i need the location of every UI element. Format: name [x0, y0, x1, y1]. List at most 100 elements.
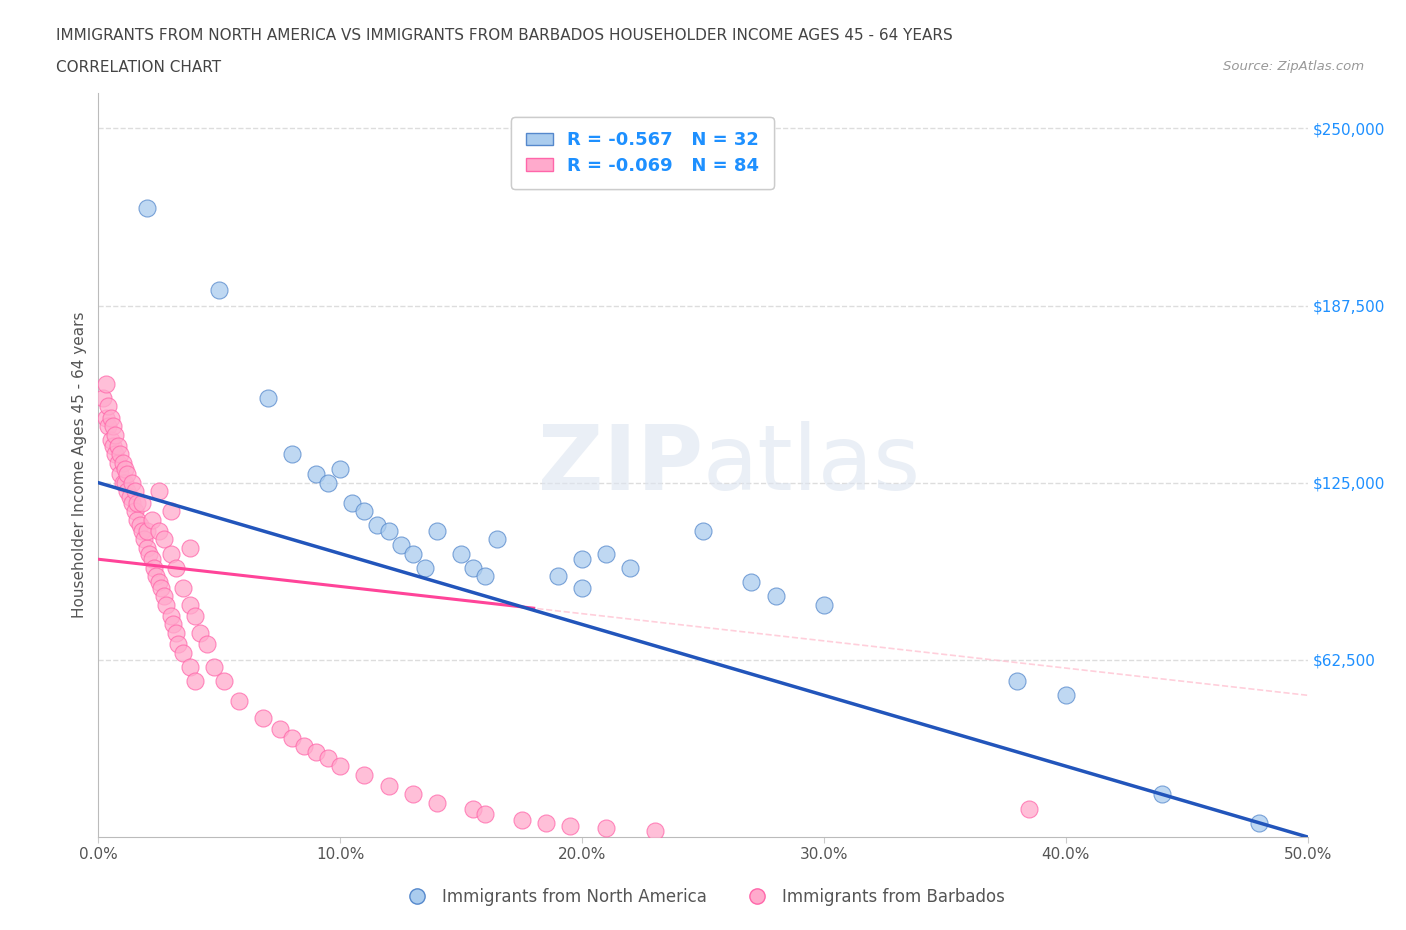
- Point: [148, 484, 170, 498]
- Point: [463, 560, 485, 575]
- Point: [353, 767, 375, 782]
- Point: [692, 524, 714, 538]
- Point: [450, 546, 472, 561]
- Point: [148, 575, 170, 590]
- Point: [402, 787, 425, 802]
- Point: [510, 813, 533, 828]
- Point: [167, 637, 190, 652]
- Point: [124, 504, 146, 519]
- Point: [108, 467, 131, 482]
- Point: [474, 807, 496, 822]
- Text: atlas: atlas: [703, 421, 921, 509]
- Point: [114, 475, 136, 490]
- Point: [195, 637, 218, 652]
- Point: [104, 447, 127, 462]
- Point: [150, 580, 173, 595]
- Point: [305, 467, 328, 482]
- Point: [91, 391, 114, 405]
- Point: [1152, 787, 1174, 802]
- Point: [269, 722, 291, 737]
- Point: [316, 751, 339, 765]
- Point: [402, 546, 425, 561]
- Point: [1249, 816, 1271, 830]
- Point: [281, 730, 304, 745]
- Point: [1018, 802, 1040, 817]
- Point: [281, 447, 304, 462]
- Point: [97, 399, 120, 414]
- Point: [124, 484, 146, 498]
- Point: [134, 532, 156, 547]
- Point: [165, 560, 187, 575]
- Point: [108, 447, 131, 462]
- Point: [316, 475, 339, 490]
- Point: [329, 461, 352, 476]
- Text: IMMIGRANTS FROM NORTH AMERICA VS IMMIGRANTS FROM BARBADOS HOUSEHOLDER INCOME AGE: IMMIGRANTS FROM NORTH AMERICA VS IMMIGRA…: [56, 28, 953, 43]
- Point: [252, 711, 274, 725]
- Point: [292, 738, 315, 753]
- Point: [426, 524, 449, 538]
- Text: CORRELATION CHART: CORRELATION CHART: [56, 60, 221, 75]
- Point: [212, 673, 235, 688]
- Point: [100, 410, 122, 425]
- Point: [162, 617, 184, 631]
- Point: [141, 512, 163, 527]
- Point: [117, 467, 139, 482]
- Point: [208, 283, 231, 298]
- Point: [474, 569, 496, 584]
- Point: [101, 438, 124, 453]
- Y-axis label: Householder Income Ages 45 - 64 years: Householder Income Ages 45 - 64 years: [72, 312, 87, 618]
- Point: [179, 597, 201, 612]
- Point: [426, 795, 449, 810]
- Point: [204, 659, 226, 674]
- Point: [160, 504, 183, 519]
- Point: [111, 475, 134, 490]
- Point: [644, 824, 666, 839]
- Point: [155, 597, 177, 612]
- Point: [114, 461, 136, 476]
- Point: [165, 626, 187, 641]
- Point: [145, 569, 167, 584]
- Point: [184, 673, 207, 688]
- Point: [160, 546, 183, 561]
- Point: [353, 504, 375, 519]
- Legend: R = -0.567   N = 32, R = -0.069   N = 84: R = -0.567 N = 32, R = -0.069 N = 84: [512, 117, 773, 189]
- Point: [141, 551, 163, 566]
- Point: [179, 540, 201, 555]
- Point: [256, 391, 278, 405]
- Point: [131, 524, 153, 538]
- Legend: Immigrants from North America, Immigrants from Barbados: Immigrants from North America, Immigrant…: [394, 881, 1012, 912]
- Point: [118, 489, 141, 504]
- Point: [94, 410, 117, 425]
- Point: [1007, 673, 1029, 688]
- Point: [813, 597, 835, 612]
- Point: [160, 608, 183, 623]
- Point: [131, 495, 153, 510]
- Point: [329, 759, 352, 774]
- Text: ZIP: ZIP: [538, 421, 703, 509]
- Point: [172, 645, 194, 660]
- Point: [571, 580, 593, 595]
- Point: [534, 816, 557, 830]
- Point: [107, 456, 129, 471]
- Point: [184, 608, 207, 623]
- Point: [571, 551, 593, 566]
- Point: [413, 560, 436, 575]
- Point: [305, 745, 328, 760]
- Point: [121, 495, 143, 510]
- Point: [128, 518, 150, 533]
- Point: [111, 456, 134, 471]
- Point: [152, 532, 174, 547]
- Point: [97, 418, 120, 433]
- Point: [179, 659, 201, 674]
- Point: [138, 546, 160, 561]
- Point: [595, 821, 617, 836]
- Text: Source: ZipAtlas.com: Source: ZipAtlas.com: [1223, 60, 1364, 73]
- Point: [377, 778, 399, 793]
- Point: [342, 495, 364, 510]
- Point: [104, 427, 127, 442]
- Point: [135, 200, 157, 215]
- Point: [101, 418, 124, 433]
- Point: [366, 518, 388, 533]
- Point: [558, 818, 581, 833]
- Point: [135, 540, 157, 555]
